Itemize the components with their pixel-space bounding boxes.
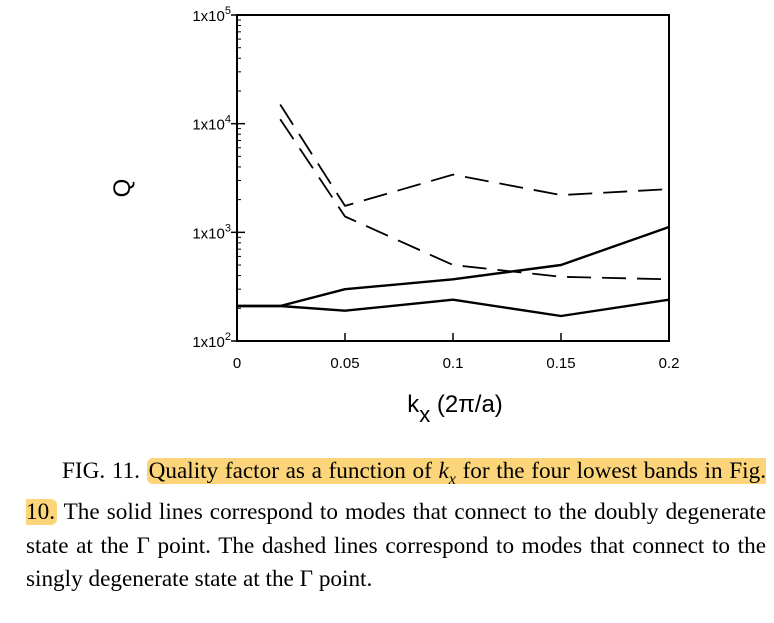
y-axis-label: Q xyxy=(109,179,136,198)
y-tick-label: 1x104 xyxy=(192,114,231,134)
x-tick-label: 0.05 xyxy=(330,355,359,372)
y-tick-label-exp: 4 xyxy=(225,114,231,126)
dashed-series-line-3 xyxy=(279,104,670,207)
caption-rest: The solid lines correspond to modes that… xyxy=(26,499,766,593)
caption-highlight-part1: Quality factor as a function of xyxy=(148,458,439,484)
y-tick-label: 1x105 xyxy=(192,5,231,25)
x-tick-label: 0 xyxy=(233,355,241,372)
x-axis-label-main: k xyxy=(407,391,420,418)
x-tick-label: 0.2 xyxy=(659,355,680,372)
figure: 1x102 1x103 1x104 1x105 0 0.05 0.1 0.15 0.2 Q k… xyxy=(109,5,680,427)
y-tick-label-base: 1x10 xyxy=(192,225,225,242)
x-ticks: 0 0.05 0.1 0.15 0.2 xyxy=(233,333,680,372)
plot-frame xyxy=(236,14,670,342)
figure-caption: FIG. 11. Quality factor as a function of… xyxy=(26,455,766,597)
x-axis-label-unit: (2π/a) xyxy=(430,391,503,418)
caption-label: FIG. 11. xyxy=(62,458,140,484)
x-axis-label: kx (2π/a) xyxy=(407,391,503,427)
y-tick-label: 1x103 xyxy=(192,222,231,242)
y-tick-label-exp: 3 xyxy=(225,222,231,234)
caption-highlight-part2: for the four lowest bands in Fig. 10. xyxy=(26,458,766,526)
series-lines xyxy=(237,104,670,318)
y-tick-label-base: 1x10 xyxy=(192,8,225,25)
solid-series-line-1 xyxy=(237,225,670,308)
caption-var-sub: x xyxy=(448,470,456,488)
caption-var-k: k xyxy=(438,458,449,484)
y-tick-label-base: 1x10 xyxy=(192,334,225,351)
x-tick-label: 0.1 xyxy=(443,355,464,372)
y-tick-label-base: 1x10 xyxy=(192,117,225,134)
plot-border xyxy=(236,14,670,342)
y-tick-label: 1x102 xyxy=(192,331,231,351)
dashed-series-line-4 xyxy=(279,118,670,281)
x-axis-label-sub: x xyxy=(419,402,430,427)
minor-ticks xyxy=(237,19,241,309)
solid-series-line-2 xyxy=(237,298,670,318)
y-tick-label-exp: 5 xyxy=(225,5,231,17)
y-tick-label-exp: 2 xyxy=(225,331,231,343)
x-tick-label: 0.15 xyxy=(546,355,575,372)
